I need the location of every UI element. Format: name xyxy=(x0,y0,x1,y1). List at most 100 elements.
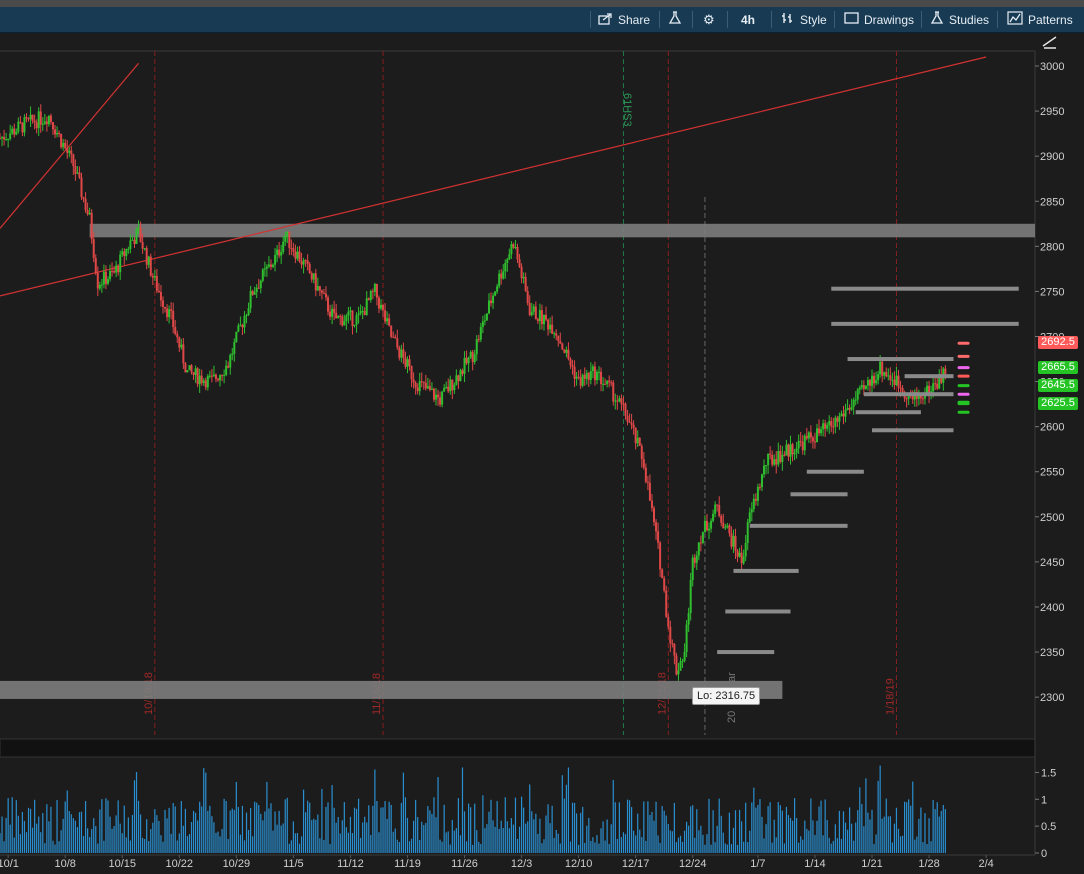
candle-body xyxy=(687,613,690,625)
candle-body xyxy=(255,287,258,293)
interval-selector[interactable]: 4h xyxy=(741,7,755,32)
patterns-label: Patterns xyxy=(1028,12,1073,27)
candle-body xyxy=(186,370,189,373)
candle-body xyxy=(198,375,201,385)
candle-body xyxy=(675,655,678,675)
candle-body xyxy=(243,315,246,328)
candle-body xyxy=(540,310,543,325)
toolbar-separator xyxy=(834,11,835,28)
candle-body xyxy=(459,370,462,382)
flask-button[interactable] xyxy=(668,7,682,32)
price-tick-label: 2450 xyxy=(1040,557,1064,569)
candle-body xyxy=(854,399,857,401)
candle-body xyxy=(644,467,647,482)
candle-body xyxy=(597,371,600,373)
candle-body xyxy=(626,415,629,422)
candle-body xyxy=(249,290,252,309)
candle-body xyxy=(726,525,729,528)
drawings-button[interactable]: Drawings xyxy=(844,7,914,32)
date-tick-label: 12/17 xyxy=(622,858,650,870)
candle-body xyxy=(494,291,497,296)
candle-body xyxy=(214,374,217,380)
candle-body xyxy=(549,324,552,330)
candle-body xyxy=(159,292,162,301)
candle-body xyxy=(100,284,103,286)
candle-body xyxy=(828,420,831,425)
date-axis: 10/1 10/8 10/15 10/22 10/29 11/5 11/12 11/19 11/… xyxy=(0,855,994,870)
candle-body xyxy=(938,374,941,389)
candle-body xyxy=(241,324,244,328)
candle-body xyxy=(422,381,425,383)
candle-body xyxy=(102,271,105,285)
candle-body xyxy=(115,265,118,273)
candle-body xyxy=(233,341,236,354)
chart-zoom-icon[interactable] xyxy=(1040,34,1060,50)
candle-body xyxy=(396,338,399,348)
candle-body xyxy=(530,311,533,316)
candle-body xyxy=(168,309,171,318)
candle-body xyxy=(524,277,527,291)
candle-body xyxy=(797,440,800,449)
share-label: Share xyxy=(618,12,651,27)
partial-date-label: 20 xyxy=(726,711,738,723)
candle-body xyxy=(182,344,185,364)
price-tag: 2692.5 xyxy=(1038,336,1078,350)
price-tick-label: 2300 xyxy=(1040,692,1064,704)
candle-body xyxy=(296,251,299,259)
chart-panes xyxy=(0,50,1036,856)
chart-background xyxy=(0,33,1066,874)
candle-body xyxy=(921,398,924,400)
studies-button[interactable]: Studies xyxy=(930,7,989,32)
candle-body xyxy=(227,365,230,368)
flask-icon xyxy=(668,11,682,28)
candle-body xyxy=(879,361,882,375)
share-button[interactable]: Share xyxy=(598,7,650,32)
candle-body xyxy=(591,366,594,371)
candle-body xyxy=(280,251,283,256)
candle-body xyxy=(799,440,802,442)
style-button[interactable]: Style xyxy=(781,7,827,32)
candle-body xyxy=(219,375,222,381)
candle-body xyxy=(127,248,130,250)
candle-body xyxy=(730,533,733,547)
candle-body xyxy=(451,379,454,391)
candle-body xyxy=(905,398,908,400)
candle-body xyxy=(708,528,711,531)
candle-body xyxy=(746,522,749,543)
candle-body xyxy=(221,375,224,377)
candle-body xyxy=(479,327,482,340)
candle-body xyxy=(312,273,315,280)
date-tick-label: 1/21 xyxy=(861,858,882,870)
date-tick-label: 12/3 xyxy=(511,858,532,870)
candle-body xyxy=(683,651,686,662)
candle-body xyxy=(538,310,541,321)
candle-body xyxy=(29,114,32,120)
candle-body xyxy=(106,279,109,284)
candle-body xyxy=(292,248,295,252)
candle-body xyxy=(911,394,914,400)
candle-body xyxy=(655,522,658,532)
price-tag: 2625.5 xyxy=(1038,396,1078,410)
candle-body xyxy=(155,276,158,291)
candle-body xyxy=(267,264,270,267)
volume-level-bar xyxy=(733,568,799,573)
candle-body xyxy=(225,365,228,375)
candle-body xyxy=(773,459,776,465)
candle-body xyxy=(164,306,167,309)
candle-body xyxy=(147,256,150,265)
candle-body xyxy=(47,115,50,125)
price-chart[interactable]: 10/19/1811/16/1812/21/181/18/19 23002350… xyxy=(0,33,1066,874)
patterns-button[interactable]: Patterns xyxy=(1007,7,1073,32)
candle-body xyxy=(0,138,1,140)
candle-body xyxy=(685,624,688,652)
candle-body xyxy=(80,177,83,198)
candle-body xyxy=(919,394,922,399)
date-tick-label: 12/24 xyxy=(679,858,707,870)
date-tick-label: 1/7 xyxy=(750,858,765,870)
candle-body xyxy=(294,251,297,259)
candle-body xyxy=(856,389,859,400)
candle-body xyxy=(496,286,499,292)
candle-body xyxy=(769,453,772,455)
candle-body xyxy=(467,357,470,364)
settings-button[interactable]: ⚙ xyxy=(703,7,715,32)
